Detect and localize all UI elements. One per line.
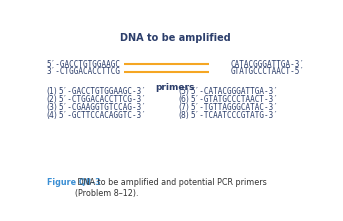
Text: (2): (2) bbox=[47, 95, 58, 104]
Text: 5′-GCTTCCACAGGTC-3′: 5′-GCTTCCACAGGTC-3′ bbox=[58, 110, 146, 120]
Text: GTATGCCCTAACT-5′: GTATGCCCTAACT-5′ bbox=[231, 67, 305, 76]
Text: (7): (7) bbox=[178, 103, 189, 112]
Text: 5′-CATACGGGATTGA-3′: 5′-CATACGGGATTGA-3′ bbox=[190, 88, 278, 97]
Text: 5′-GACCTGTGGAAGC: 5′-GACCTGTGGAAGC bbox=[47, 60, 121, 69]
Text: DNA to be amplified: DNA to be amplified bbox=[120, 33, 231, 43]
Text: 5′-TGTTAGGGCATAC-3′: 5′-TGTTAGGGCATAC-3′ bbox=[190, 103, 278, 112]
Text: 5′-CTGGACACCTTCG-3′: 5′-CTGGACACCTTCG-3′ bbox=[58, 95, 146, 104]
Text: 5′-TCAATCCCGTATG-3′: 5′-TCAATCCCGTATG-3′ bbox=[190, 110, 278, 120]
Text: (5): (5) bbox=[178, 88, 189, 97]
Text: 3′-CTGGACACCTTCG: 3′-CTGGACACCTTCG bbox=[47, 67, 121, 76]
Text: CATACGGGATTGA-3′: CATACGGGATTGA-3′ bbox=[231, 60, 305, 69]
Text: (4): (4) bbox=[47, 110, 58, 120]
Text: DNA to be amplified and potential PCR primers
(Problem 8–12).: DNA to be amplified and potential PCR pr… bbox=[75, 178, 267, 198]
Text: 5′-CGAAGGTGTCCAG-3′: 5′-CGAAGGTGTCCAG-3′ bbox=[58, 103, 146, 112]
Text: Figure Q8–3: Figure Q8–3 bbox=[47, 178, 100, 187]
Text: (6): (6) bbox=[178, 95, 189, 104]
Text: primers: primers bbox=[156, 83, 195, 92]
Text: (3): (3) bbox=[47, 103, 58, 112]
Text: (1): (1) bbox=[47, 88, 58, 97]
Text: 5′-GTATGCCCTAACT-3′: 5′-GTATGCCCTAACT-3′ bbox=[190, 95, 278, 104]
Text: (8): (8) bbox=[178, 110, 189, 120]
Text: 5′-GACCTGTGGAAGC-3′: 5′-GACCTGTGGAAGC-3′ bbox=[58, 88, 146, 97]
